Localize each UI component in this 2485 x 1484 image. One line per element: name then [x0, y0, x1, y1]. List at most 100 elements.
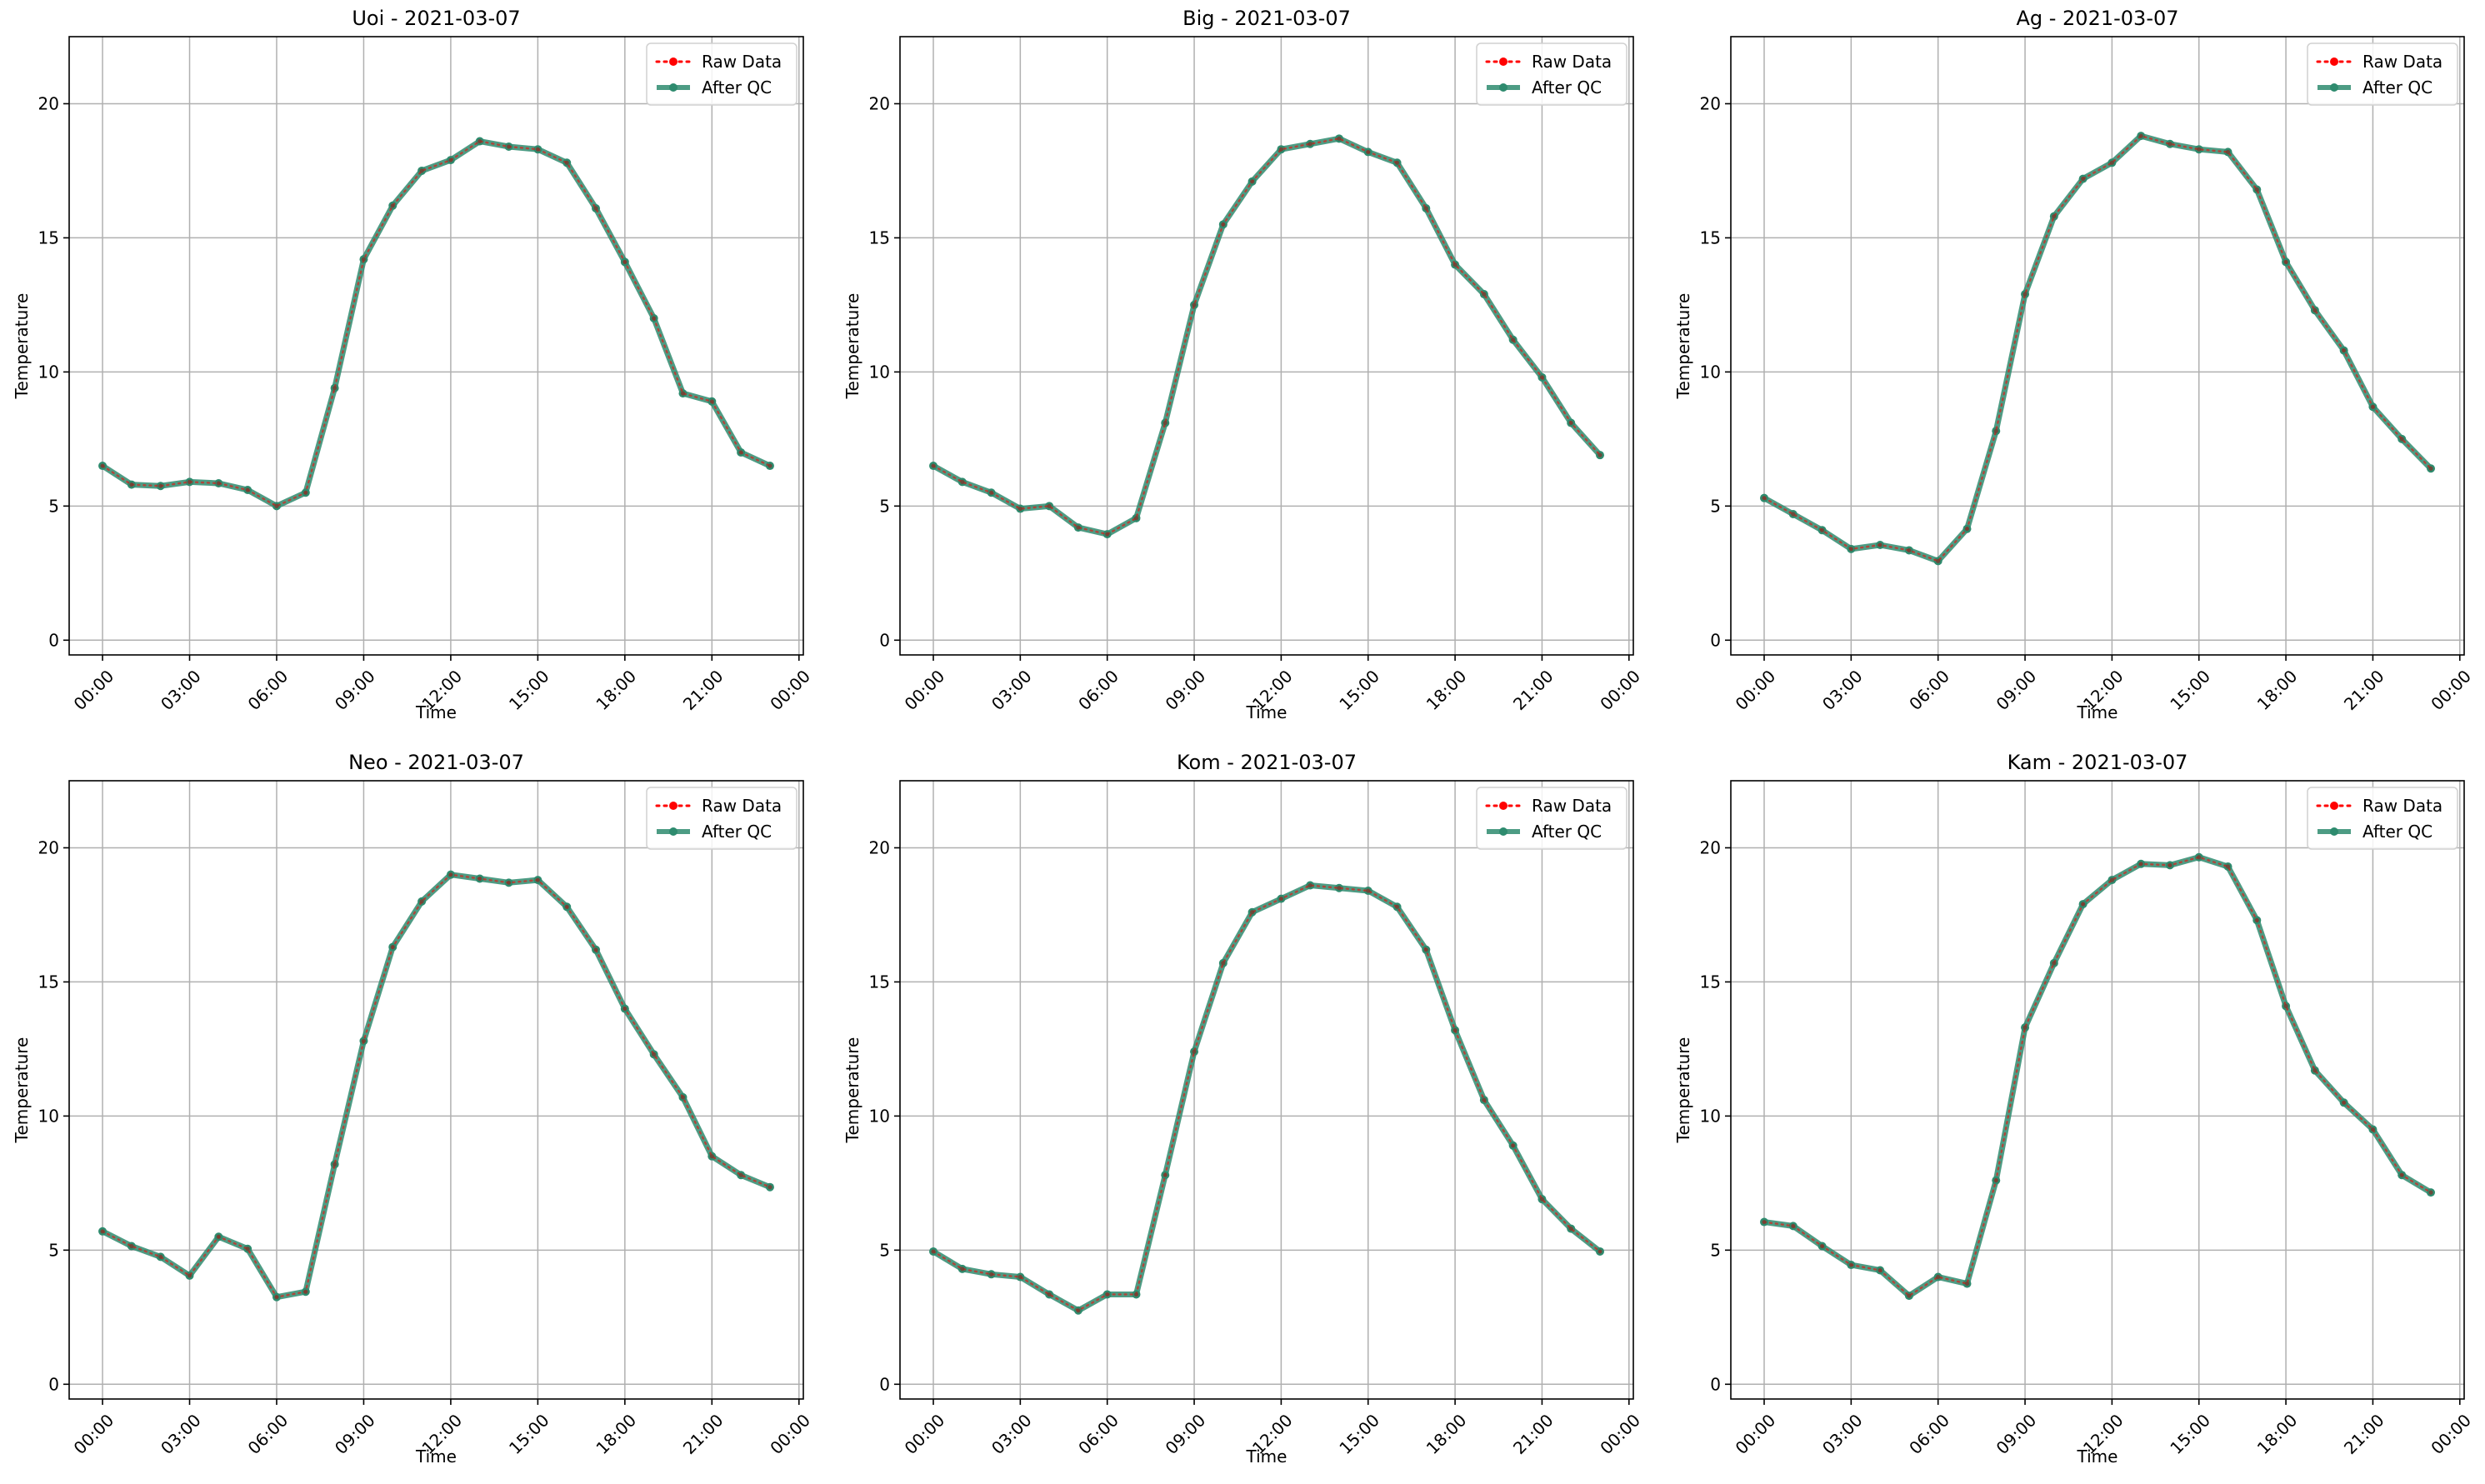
data-point-raw-data [652, 316, 657, 321]
data-point-raw-data [506, 880, 512, 885]
x-tick-label: 06:00 [244, 666, 292, 714]
data-point-raw-data [2428, 466, 2433, 471]
data-point-raw-data [1105, 1292, 1110, 1297]
x-tick-label: 15:00 [2166, 666, 2214, 714]
legend-label-after-qc: After QC [1532, 822, 1602, 842]
data-point-raw-data [1308, 142, 1312, 147]
x-axis-label: Time [415, 1447, 457, 1467]
data-point-raw-data [245, 1247, 250, 1252]
y-axis-label: Temperature [12, 1037, 32, 1144]
data-point-raw-data [1511, 1143, 1516, 1148]
y-tick-label: 5 [879, 1240, 890, 1260]
data-point-raw-data [2109, 877, 2114, 882]
x-tick-label: 03:00 [1818, 1410, 1867, 1458]
chart-title: Ag - 2021-03-07 [2016, 7, 2178, 30]
data-point-raw-data [1964, 527, 1970, 532]
data-point-raw-data [100, 463, 105, 468]
data-point-raw-data [1076, 1308, 1081, 1313]
data-point-raw-data [332, 386, 338, 391]
y-tick-label: 0 [48, 1374, 59, 1394]
data-point-raw-data [1452, 1027, 1458, 1032]
data-point-raw-data [1133, 516, 1139, 521]
legend: Raw Data After QC [1476, 787, 1628, 850]
data-point-raw-data [100, 1229, 105, 1234]
x-tick-label: 18:00 [1422, 666, 1471, 714]
data-point-raw-data [1482, 292, 1487, 297]
data-point-raw-data [2197, 855, 2202, 860]
x-tick-label: 00:00 [2427, 666, 2475, 714]
data-point-raw-data [2312, 307, 2318, 312]
x-tick-label: 03:00 [988, 666, 1036, 714]
data-point-raw-data [988, 490, 994, 495]
x-tick-label: 00:00 [2427, 1410, 2475, 1458]
legend-label-raw-data: Raw Data [702, 796, 782, 816]
data-point-raw-data [2052, 214, 2057, 219]
y-tick-label: 5 [1710, 1240, 1721, 1260]
y-tick-label: 15 [869, 227, 890, 247]
legend: Raw Data After QC [2307, 787, 2458, 850]
x-tick-label: 09:00 [1162, 666, 1210, 714]
subplot-5: 00:00 03:00 06:00 09:00 12:00 15:00 18:00 21:00… [842, 751, 1644, 1467]
x-tick-label: 09:00 [331, 1410, 379, 1458]
legend-label-after-qc: After QC [2362, 822, 2432, 842]
data-point-raw-data [1482, 1097, 1487, 1102]
data-point-raw-data [303, 1289, 308, 1294]
data-point-raw-data [129, 482, 134, 487]
x-tick-label: 09:00 [1992, 1410, 2041, 1458]
data-point-raw-data [2370, 1127, 2376, 1132]
data-point-raw-data [1337, 136, 1342, 141]
data-point-raw-data [2022, 1025, 2028, 1030]
chart-title: Neo - 2021-03-07 [348, 751, 524, 774]
data-point-raw-data [680, 391, 686, 396]
y-tick-label: 5 [1710, 496, 1721, 516]
data-point-raw-data [1423, 947, 1428, 952]
data-point-raw-data [1993, 428, 1998, 433]
x-tick-label: 18:00 [2253, 666, 2302, 714]
data-point-raw-data [448, 872, 453, 877]
data-point-raw-data [1878, 542, 1882, 547]
legend-label-after-qc: After QC [702, 822, 772, 842]
x-tick-label: 06:00 [1074, 666, 1122, 714]
data-point-raw-data [1105, 532, 1110, 537]
y-tick-label: 10 [869, 1106, 890, 1126]
data-point-raw-data [1337, 886, 1342, 891]
legend-marker-after-qc [669, 827, 678, 836]
x-tick-label: 21:00 [1509, 1410, 1558, 1458]
series-line-after-qc [930, 135, 1603, 537]
data-point-raw-data [1878, 1267, 1882, 1273]
series-line-raw-data [932, 884, 1602, 1312]
x-tick-label: 03:00 [988, 1410, 1036, 1458]
series-line-raw-data [1762, 856, 2432, 1297]
data-point-raw-data [1192, 1049, 1197, 1054]
y-tick-label: 10 [1700, 1106, 1721, 1126]
data-point-raw-data [1192, 302, 1197, 307]
data-point-raw-data [564, 904, 569, 909]
series-line-after-qc [99, 872, 773, 1301]
legend-marker-raw-data [2330, 57, 2338, 66]
x-tick-label: 21:00 [1509, 666, 1558, 714]
legend-marker-raw-data [669, 57, 678, 66]
data-point-raw-data [1762, 496, 1767, 501]
data-point-raw-data [1936, 1274, 1941, 1280]
data-point-raw-data [709, 399, 714, 404]
legend-label-raw-data: Raw Data [2362, 796, 2442, 816]
legend-marker-raw-data [1499, 802, 1508, 810]
data-point-raw-data [1366, 149, 1371, 155]
y-tick-label: 0 [879, 1374, 890, 1394]
data-point-raw-data [1278, 147, 1283, 152]
legend-marker-raw-data [2330, 802, 2338, 810]
y-axis-label: Temperature [842, 293, 862, 400]
axes-frame [1730, 36, 2465, 656]
data-point-raw-data [478, 138, 482, 144]
data-point-raw-data [1568, 420, 1573, 426]
legend: Raw Data After QC [2307, 42, 2458, 106]
data-point-raw-data [2138, 133, 2143, 138]
data-point-raw-data [2052, 961, 2057, 966]
x-tick-label: 00:00 [901, 1410, 949, 1458]
data-point-raw-data [1791, 512, 1796, 517]
data-point-raw-data [390, 944, 395, 950]
data-point-raw-data [1308, 882, 1312, 888]
subplot-1: 00:00 03:00 06:00 09:00 12:00 15:00 18:00 21:00… [12, 7, 814, 722]
